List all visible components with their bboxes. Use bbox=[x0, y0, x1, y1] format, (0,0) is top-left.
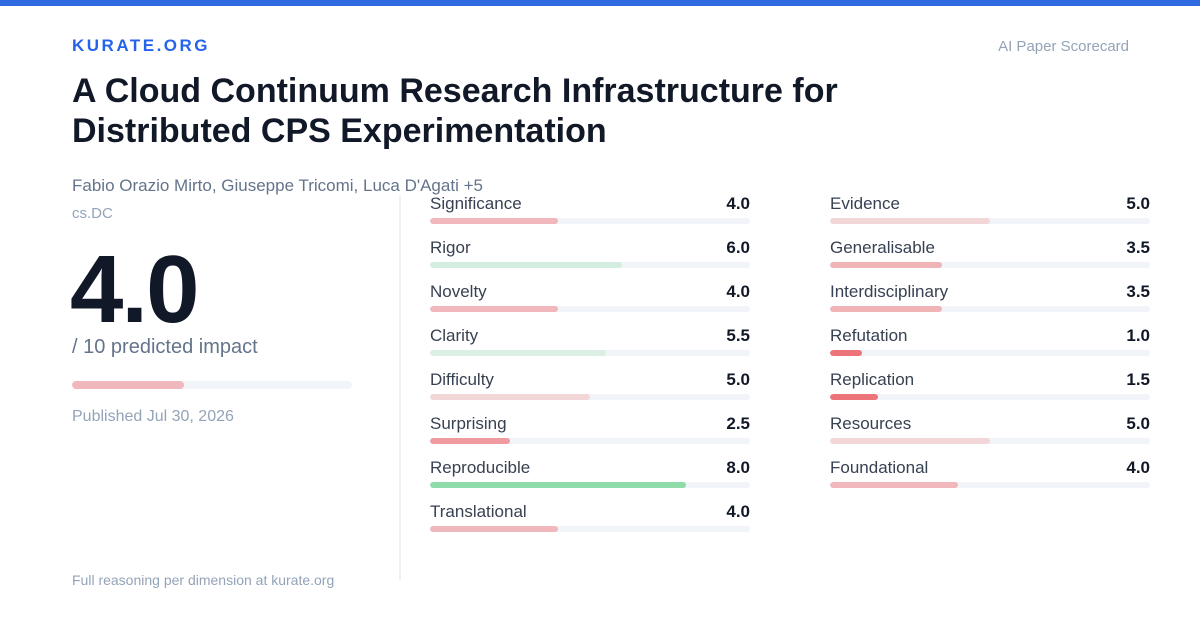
dimension-track bbox=[830, 482, 1150, 488]
footer: Full reasoning per dimension at kurate.o… bbox=[72, 572, 335, 588]
dimension-name: Evidence bbox=[830, 194, 900, 213]
dimension-bar bbox=[830, 350, 862, 356]
dimension-value: 2.5 bbox=[726, 414, 750, 433]
dimension-value: 3.5 bbox=[1126, 238, 1150, 257]
dimension-name: Resources bbox=[830, 414, 912, 433]
dimension-name: Clarity bbox=[430, 326, 479, 345]
top-bar bbox=[0, 0, 1200, 6]
dimension-value: 1.0 bbox=[1126, 326, 1150, 345]
dimension-bar bbox=[430, 482, 686, 488]
dimension-name: Difficulty bbox=[430, 370, 494, 389]
dimension-name: Foundational bbox=[830, 458, 929, 477]
dimension-name: Rigor bbox=[430, 238, 471, 257]
dimension-bar bbox=[830, 438, 990, 444]
dimension-name: Replication bbox=[830, 370, 915, 389]
dimension-track bbox=[830, 262, 1150, 268]
dimension-name: Generalisable bbox=[830, 238, 935, 257]
dimension-name: Translational bbox=[430, 502, 527, 521]
dimension-name: Interdisciplinary bbox=[830, 282, 949, 301]
score: 4.0 bbox=[70, 236, 199, 343]
score-caption: / 10 predicted impact bbox=[72, 336, 258, 358]
dimension-track bbox=[430, 350, 750, 356]
dimension-value: 6.0 bbox=[726, 238, 750, 257]
authors: Fabio Orazio Mirto, Giuseppe Tricomi, Lu… bbox=[72, 176, 483, 195]
dimension-track bbox=[830, 306, 1150, 312]
paper-title: A Cloud Continuum Research Infrastructur… bbox=[72, 72, 838, 150]
dimension-value: 5.0 bbox=[1126, 414, 1150, 433]
tagline: AI Paper Scorecard bbox=[998, 38, 1129, 55]
dimension-bar bbox=[430, 350, 606, 356]
dimension-bar bbox=[430, 438, 510, 444]
dimension-track bbox=[430, 218, 750, 224]
divider bbox=[399, 195, 401, 580]
dimension-track bbox=[430, 482, 750, 488]
published: Published Jul 30, 2026 bbox=[72, 408, 234, 425]
brand: KURATE.ORG bbox=[72, 36, 211, 55]
dimension-bar bbox=[430, 526, 558, 532]
dimension-bar bbox=[830, 482, 958, 488]
dimension-value: 4.0 bbox=[726, 502, 750, 521]
score-bar bbox=[72, 381, 184, 389]
dimension-value: 5.0 bbox=[726, 370, 750, 389]
dimension-track bbox=[430, 526, 750, 532]
dimension-track bbox=[830, 218, 1150, 224]
dimension-track bbox=[830, 394, 1150, 400]
dimension-track bbox=[430, 394, 750, 400]
dimension-name: Significance bbox=[430, 194, 522, 213]
dimension-bar bbox=[430, 394, 590, 400]
score-track bbox=[72, 381, 352, 389]
dimension-track bbox=[430, 438, 750, 444]
dimension-track bbox=[430, 306, 750, 312]
dimension-bar bbox=[830, 394, 878, 400]
dimension-name: Novelty bbox=[430, 282, 487, 301]
dimension-bar bbox=[830, 218, 990, 224]
dimension-track bbox=[430, 262, 750, 268]
dimension-bar bbox=[430, 306, 558, 312]
dimension-name: Surprising bbox=[430, 414, 507, 433]
dimension-bar bbox=[430, 262, 622, 268]
dimension-bar bbox=[430, 218, 558, 224]
dimension-track bbox=[830, 438, 1150, 444]
dimension-value: 8.0 bbox=[726, 458, 750, 477]
dimension-value: 5.5 bbox=[726, 326, 750, 345]
dimension-value: 1.5 bbox=[1126, 370, 1150, 389]
dimension-value: 5.0 bbox=[1126, 194, 1150, 213]
dimension-value: 4.0 bbox=[726, 194, 750, 213]
dimension-value: 4.0 bbox=[726, 282, 750, 301]
dimension-name: Reproducible bbox=[430, 458, 531, 477]
dimension-value: 3.5 bbox=[1126, 282, 1150, 301]
dimension-track bbox=[830, 350, 1150, 356]
category: cs.DC bbox=[72, 205, 113, 222]
dimension-value: 4.0 bbox=[1126, 458, 1150, 477]
dimension-bar bbox=[830, 262, 942, 268]
dimension-bar bbox=[830, 306, 942, 312]
dimension-name: Refutation bbox=[830, 326, 908, 345]
